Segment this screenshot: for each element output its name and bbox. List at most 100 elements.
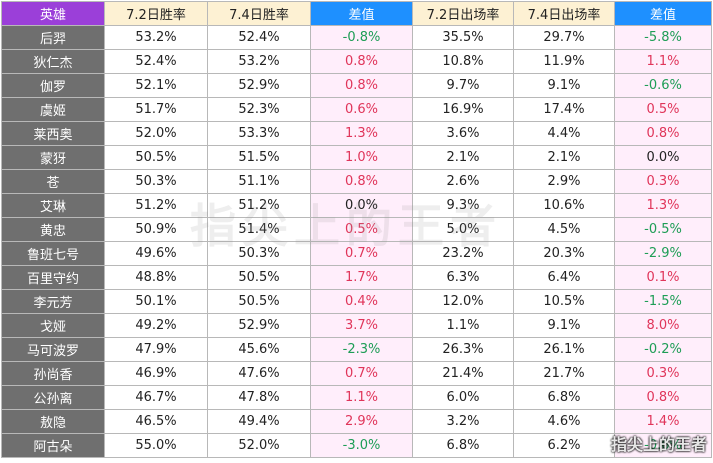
pickrate-74-cell: 9.1% bbox=[513, 313, 615, 338]
hero-name-cell: 孙尚香 bbox=[1, 361, 105, 386]
table-row: 鲁班七号 49.6% 50.3% 0.7% 23.2% 20.3% -2.9% bbox=[1, 241, 712, 266]
winrate-74-cell: 47.8% bbox=[207, 385, 311, 410]
pickrate-diff-cell: 1.4% bbox=[614, 409, 712, 434]
winrate-74-cell: 50.5% bbox=[207, 289, 311, 314]
winrate-72-cell: 50.3% bbox=[104, 169, 208, 194]
table-row: 百里守约 48.8% 50.5% 1.7% 6.3% 6.4% 0.1% bbox=[1, 265, 712, 290]
pickrate-74-cell: 17.4% bbox=[513, 97, 615, 122]
pickrate-72-cell: 5.0% bbox=[412, 217, 514, 242]
pickrate-72-cell: 2.6% bbox=[412, 169, 514, 194]
pickrate-74-cell: 9.1% bbox=[513, 73, 615, 98]
pickrate-72-cell: 12.0% bbox=[412, 289, 514, 314]
winrate-diff-cell: 0.4% bbox=[310, 289, 413, 314]
header-winrate-74[interactable]: 7.4日胜率 bbox=[207, 1, 311, 26]
pickrate-72-cell: 3.2% bbox=[412, 409, 514, 434]
winrate-diff-cell: 0.7% bbox=[310, 241, 413, 266]
table-row: 孙尚香 46.9% 47.6% 0.7% 21.4% 21.7% 0.3% bbox=[1, 361, 712, 386]
winrate-diff-cell: -0.8% bbox=[310, 25, 413, 50]
pickrate-diff-cell: 0.8% bbox=[614, 385, 712, 410]
winrate-72-cell: 52.1% bbox=[104, 73, 208, 98]
winrate-74-cell: 53.3% bbox=[207, 121, 311, 146]
winrate-72-cell: 50.9% bbox=[104, 217, 208, 242]
header-pickrate-diff[interactable]: 差值 bbox=[614, 1, 712, 26]
header-winrate-72[interactable]: 7.2日胜率 bbox=[104, 1, 208, 26]
winrate-74-cell: 49.4% bbox=[207, 409, 311, 434]
winrate-74-cell: 50.3% bbox=[207, 241, 311, 266]
winrate-diff-cell: 0.6% bbox=[310, 97, 413, 122]
pickrate-diff-cell: -0.6% bbox=[614, 73, 712, 98]
winrate-72-cell: 48.8% bbox=[104, 265, 208, 290]
hero-name-cell: 后羿 bbox=[1, 25, 105, 50]
hero-name-cell: 李元芳 bbox=[1, 289, 105, 314]
pickrate-72-cell: 2.1% bbox=[412, 145, 514, 170]
winrate-diff-cell: -3.0% bbox=[310, 433, 413, 458]
winrate-72-cell: 52.4% bbox=[104, 49, 208, 74]
winrate-72-cell: 52.0% bbox=[104, 121, 208, 146]
winrate-diff-cell: -2.3% bbox=[310, 337, 413, 362]
table-row: 阿古朵 55.0% 52.0% -3.0% 6.8% 6.2% -0.6% bbox=[1, 433, 712, 458]
winrate-diff-cell: 1.1% bbox=[310, 385, 413, 410]
hero-name-cell: 公孙离 bbox=[1, 385, 105, 410]
winrate-74-cell: 50.5% bbox=[207, 265, 311, 290]
pickrate-72-cell: 10.8% bbox=[412, 49, 514, 74]
header-pickrate-72[interactable]: 7.2日出场率 bbox=[412, 1, 514, 26]
table-row: 艾琳 51.2% 51.2% 0.0% 9.3% 10.6% 1.3% bbox=[1, 193, 712, 218]
winrate-74-cell: 51.2% bbox=[207, 193, 311, 218]
pickrate-72-cell: 35.5% bbox=[412, 25, 514, 50]
pickrate-74-cell: 10.5% bbox=[513, 289, 615, 314]
winrate-72-cell: 50.5% bbox=[104, 145, 208, 170]
pickrate-diff-cell: 0.5% bbox=[614, 97, 712, 122]
table-row: 李元芳 50.1% 50.5% 0.4% 12.0% 10.5% -1.5% bbox=[1, 289, 712, 314]
pickrate-diff-cell: 1.1% bbox=[614, 49, 712, 74]
table-row: 马可波罗 47.9% 45.6% -2.3% 26.3% 26.1% -0.2% bbox=[1, 337, 712, 362]
winrate-diff-cell: 3.7% bbox=[310, 313, 413, 338]
pickrate-diff-cell: 0.1% bbox=[614, 265, 712, 290]
winrate-74-cell: 52.0% bbox=[207, 433, 311, 458]
winrate-74-cell: 45.6% bbox=[207, 337, 311, 362]
header-row: 英雄 7.2日胜率 7.4日胜率 差值 7.2日出场率 7.4日出场率 差值 bbox=[1, 1, 712, 26]
winrate-72-cell: 50.1% bbox=[104, 289, 208, 314]
pickrate-diff-cell: -0.6% bbox=[614, 433, 712, 458]
winrate-72-cell: 49.2% bbox=[104, 313, 208, 338]
pickrate-72-cell: 9.7% bbox=[412, 73, 514, 98]
pickrate-72-cell: 21.4% bbox=[412, 361, 514, 386]
pickrate-74-cell: 4.6% bbox=[513, 409, 615, 434]
pickrate-74-cell: 21.7% bbox=[513, 361, 615, 386]
winrate-72-cell: 46.5% bbox=[104, 409, 208, 434]
header-pickrate-74[interactable]: 7.4日出场率 bbox=[513, 1, 615, 26]
winrate-diff-cell: 0.8% bbox=[310, 169, 413, 194]
hero-name-cell: 苍 bbox=[1, 169, 105, 194]
hero-name-cell: 阿古朵 bbox=[1, 433, 105, 458]
header-hero[interactable]: 英雄 bbox=[1, 1, 105, 26]
pickrate-72-cell: 23.2% bbox=[412, 241, 514, 266]
pickrate-diff-cell: 0.3% bbox=[614, 361, 712, 386]
pickrate-72-cell: 26.3% bbox=[412, 337, 514, 362]
pickrate-diff-cell: 0.3% bbox=[614, 169, 712, 194]
pickrate-diff-cell: -0.2% bbox=[614, 337, 712, 362]
winrate-72-cell: 46.9% bbox=[104, 361, 208, 386]
winrate-74-cell: 51.4% bbox=[207, 217, 311, 242]
hero-name-cell: 艾琳 bbox=[1, 193, 105, 218]
pickrate-74-cell: 6.4% bbox=[513, 265, 615, 290]
hero-name-cell: 莱西奥 bbox=[1, 121, 105, 146]
header-winrate-diff[interactable]: 差值 bbox=[310, 1, 413, 26]
pickrate-72-cell: 9.3% bbox=[412, 193, 514, 218]
pickrate-diff-cell: -1.5% bbox=[614, 289, 712, 314]
table-row: 戈娅 49.2% 52.9% 3.7% 1.1% 9.1% 8.0% bbox=[1, 313, 712, 338]
winrate-diff-cell: 0.7% bbox=[310, 361, 413, 386]
winrate-72-cell: 49.6% bbox=[104, 241, 208, 266]
pickrate-72-cell: 1.1% bbox=[412, 313, 514, 338]
hero-name-cell: 黄忠 bbox=[1, 217, 105, 242]
pickrate-74-cell: 29.7% bbox=[513, 25, 615, 50]
table-row: 苍 50.3% 51.1% 0.8% 2.6% 2.9% 0.3% bbox=[1, 169, 712, 194]
table-row: 后羿 53.2% 52.4% -0.8% 35.5% 29.7% -5.8% bbox=[1, 25, 712, 50]
winrate-72-cell: 47.9% bbox=[104, 337, 208, 362]
hero-name-cell: 马可波罗 bbox=[1, 337, 105, 362]
pickrate-diff-cell: -0.5% bbox=[614, 217, 712, 242]
pickrate-72-cell: 16.9% bbox=[412, 97, 514, 122]
winrate-diff-cell: 1.0% bbox=[310, 145, 413, 170]
winrate-74-cell: 47.6% bbox=[207, 361, 311, 386]
winrate-74-cell: 52.9% bbox=[207, 313, 311, 338]
pickrate-diff-cell: 0.0% bbox=[614, 145, 712, 170]
